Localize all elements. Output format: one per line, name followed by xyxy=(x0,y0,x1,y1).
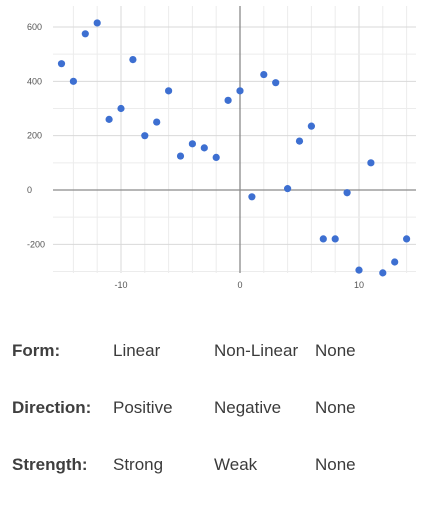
data-point xyxy=(248,193,256,201)
data-point xyxy=(176,152,185,160)
option-direction-positive[interactable]: Positive xyxy=(113,398,173,417)
question-label-strength: Strength: xyxy=(12,455,88,474)
option-strength-weak[interactable]: Weak xyxy=(214,455,258,474)
question-form: Form: Linear Non-Linear None xyxy=(12,341,422,381)
option-form-none[interactable]: None xyxy=(315,341,356,360)
option-direction-negative[interactable]: Negative xyxy=(214,398,282,417)
data-point xyxy=(355,266,363,274)
option-direction-none[interactable]: None xyxy=(315,398,356,417)
y-tick-label: 200 xyxy=(27,131,42,141)
question-label-direction: Direction: xyxy=(12,398,92,417)
data-point xyxy=(141,132,149,140)
y-tick-label: 0 xyxy=(27,185,32,195)
data-point xyxy=(212,153,220,161)
data-point xyxy=(260,70,268,79)
data-point xyxy=(153,118,161,126)
data-point xyxy=(391,258,399,266)
grid xyxy=(53,6,416,273)
data-point xyxy=(272,79,280,87)
data-point xyxy=(200,144,208,152)
y-tick-label: 400 xyxy=(27,76,42,86)
data-point xyxy=(284,185,292,193)
data-point xyxy=(93,19,101,27)
data-point xyxy=(165,87,173,95)
data-point xyxy=(57,60,66,68)
y-tick-label: -200 xyxy=(27,239,45,249)
scatter-chart: 600 400 200 0 -200 -10 0 10 xyxy=(27,6,416,290)
data-point xyxy=(69,77,77,85)
data-point xyxy=(331,235,339,243)
question-label-form: Form: xyxy=(12,341,61,360)
data-point xyxy=(343,189,351,197)
question-direction: Direction: Positive Negative None xyxy=(12,398,422,438)
question-strength: Strength: Strong Weak None xyxy=(12,455,422,495)
x-tick-label: -10 xyxy=(114,280,127,290)
data-point xyxy=(129,56,137,64)
data-point xyxy=(379,269,387,277)
option-form-linear[interactable]: Linear xyxy=(113,341,161,360)
data-point xyxy=(367,159,375,167)
axes xyxy=(53,6,416,273)
data-point xyxy=(188,140,196,148)
tick-labels: 600 400 200 0 -200 -10 0 10 xyxy=(27,22,364,290)
data-point xyxy=(307,122,315,130)
data-point xyxy=(403,235,411,243)
data-point xyxy=(319,235,327,243)
data-point xyxy=(105,115,113,123)
data-points xyxy=(57,19,411,277)
data-point xyxy=(117,104,125,113)
data-point xyxy=(81,30,89,38)
option-form-non-linear[interactable]: Non-Linear xyxy=(214,341,299,360)
data-point xyxy=(224,96,232,104)
option-strength-none[interactable]: None xyxy=(315,455,356,474)
x-tick-label: 0 xyxy=(237,280,242,290)
y-tick-label: 600 xyxy=(27,22,42,32)
data-point xyxy=(295,137,304,145)
data-point xyxy=(236,87,244,95)
x-tick-label: 10 xyxy=(354,280,364,290)
option-strength-strong[interactable]: Strong xyxy=(113,455,164,474)
